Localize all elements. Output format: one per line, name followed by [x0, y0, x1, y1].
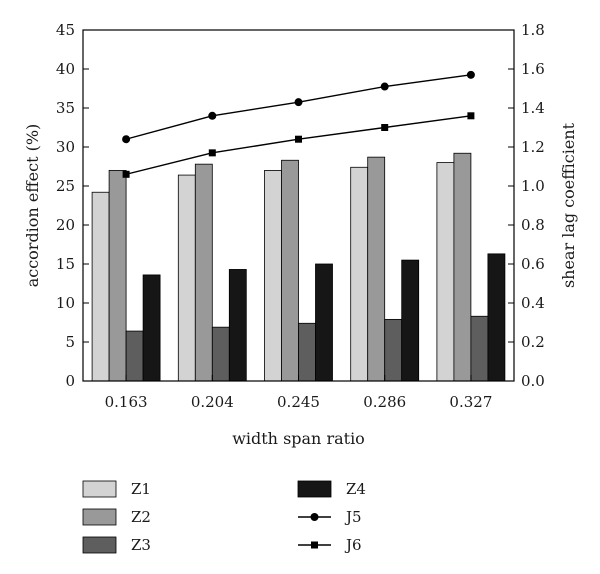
point-j5-4: [466, 70, 475, 79]
y2-tick-label: 0.2: [521, 333, 545, 351]
x-tick-label: 0.327: [449, 393, 492, 411]
y-tick-label: 45: [56, 21, 75, 39]
bar-z3-3: [384, 318, 403, 382]
bar-z4-1: [228, 269, 247, 382]
bars-layer: [91, 152, 506, 382]
y2-tick-label: 0.0: [521, 372, 545, 390]
y-tick-label: 10: [56, 294, 75, 312]
line-j5: [125, 74, 471, 140]
legend-swatch-z3: [82, 536, 117, 554]
point-j6-0: [122, 170, 130, 178]
legend-label-j5: J5: [344, 508, 362, 526]
legend-label-z4: Z4: [346, 480, 366, 498]
point-j6-1: [208, 149, 216, 157]
y2-tick-label: 1.0: [521, 177, 545, 195]
bar-z4-3: [401, 259, 420, 382]
legend-label-z1: Z1: [131, 480, 151, 498]
bar-z1-0: [91, 191, 110, 382]
y2-tick-label: 1.4: [521, 99, 545, 117]
bar-z2-0: [108, 169, 127, 382]
x-tick-label: 0.163: [105, 393, 148, 411]
bar-z2-1: [194, 163, 213, 382]
point-j5-3: [380, 82, 389, 91]
y-tick-label: 5: [65, 333, 75, 351]
y-tick-label: 15: [56, 255, 75, 273]
bar-z1-4: [436, 162, 455, 382]
point-j6-4: [467, 112, 475, 120]
x-axis-ticks: 0.163 0.204 0.245 0.286 0.327: [105, 375, 492, 411]
point-j5-1: [208, 111, 217, 120]
y-tick-label: 25: [56, 177, 75, 195]
bar-z1-3: [350, 166, 369, 382]
y2-axis-title: shear lag coefficient: [559, 122, 578, 288]
y2-tick-label: 0.4: [521, 294, 545, 312]
y-tick-label: 20: [56, 216, 75, 234]
y-tick-label: 30: [56, 138, 75, 156]
legend-marker-j5: [310, 513, 319, 521]
bar-z2-4: [453, 152, 472, 382]
y-tick-label: 0: [65, 372, 75, 390]
legend: Z1 Z2 Z3 Z4 J5 J6: [82, 480, 366, 554]
y2-tick-label: 0.8: [521, 216, 545, 234]
legend-label-z3: Z3: [131, 536, 151, 554]
bar-z3-1: [211, 326, 230, 382]
y2-tick-label: 1.8: [521, 21, 545, 39]
x-axis-title: width span ratio: [232, 429, 365, 448]
point-j5-0: [122, 135, 131, 144]
y-tick-label: 35: [56, 99, 75, 117]
bar-z2-3: [367, 156, 386, 382]
legend-marker-j6: [311, 541, 318, 549]
point-j6-2: [295, 135, 302, 143]
y-axis-title: accordion effect (%): [23, 124, 42, 288]
legend-swatch-z1: [82, 480, 117, 498]
legend-swatch-z2: [82, 508, 117, 526]
lines-layer: [122, 70, 475, 178]
legend-swatch-z4: [297, 480, 332, 498]
y2-tick-label: 1.6: [521, 60, 545, 78]
legend-label-j6: J6: [344, 536, 362, 554]
left-axis-ticks: 0 5 10 15 20 25 30 35 40 45: [56, 21, 89, 390]
right-axis-ticks: 0.0 0.2 0.4 0.6 0.8 1.0 1.2 1.4 1.6 1.8: [508, 21, 545, 390]
x-tick-label: 0.286: [363, 393, 406, 411]
bar-z4-0: [142, 274, 161, 382]
y2-tick-label: 0.6: [521, 255, 545, 273]
bar-z3-2: [298, 322, 316, 382]
bar-z2-2: [281, 159, 299, 382]
y2-tick-label: 1.2: [521, 138, 545, 156]
bar-z3-4: [470, 315, 489, 382]
bar-z1-2: [264, 169, 282, 382]
bar-z4-4: [487, 253, 506, 382]
bar-z3-0: [125, 330, 144, 382]
bar-z1-1: [177, 174, 196, 382]
legend-label-z2: Z2: [131, 508, 151, 526]
x-tick-label: 0.204: [191, 393, 234, 411]
y-tick-label: 40: [56, 60, 75, 78]
x-tick-label: 0.245: [277, 393, 320, 411]
point-j6-3: [381, 124, 389, 131]
bar-z4-2: [315, 263, 333, 382]
point-j5-2: [294, 98, 303, 107]
